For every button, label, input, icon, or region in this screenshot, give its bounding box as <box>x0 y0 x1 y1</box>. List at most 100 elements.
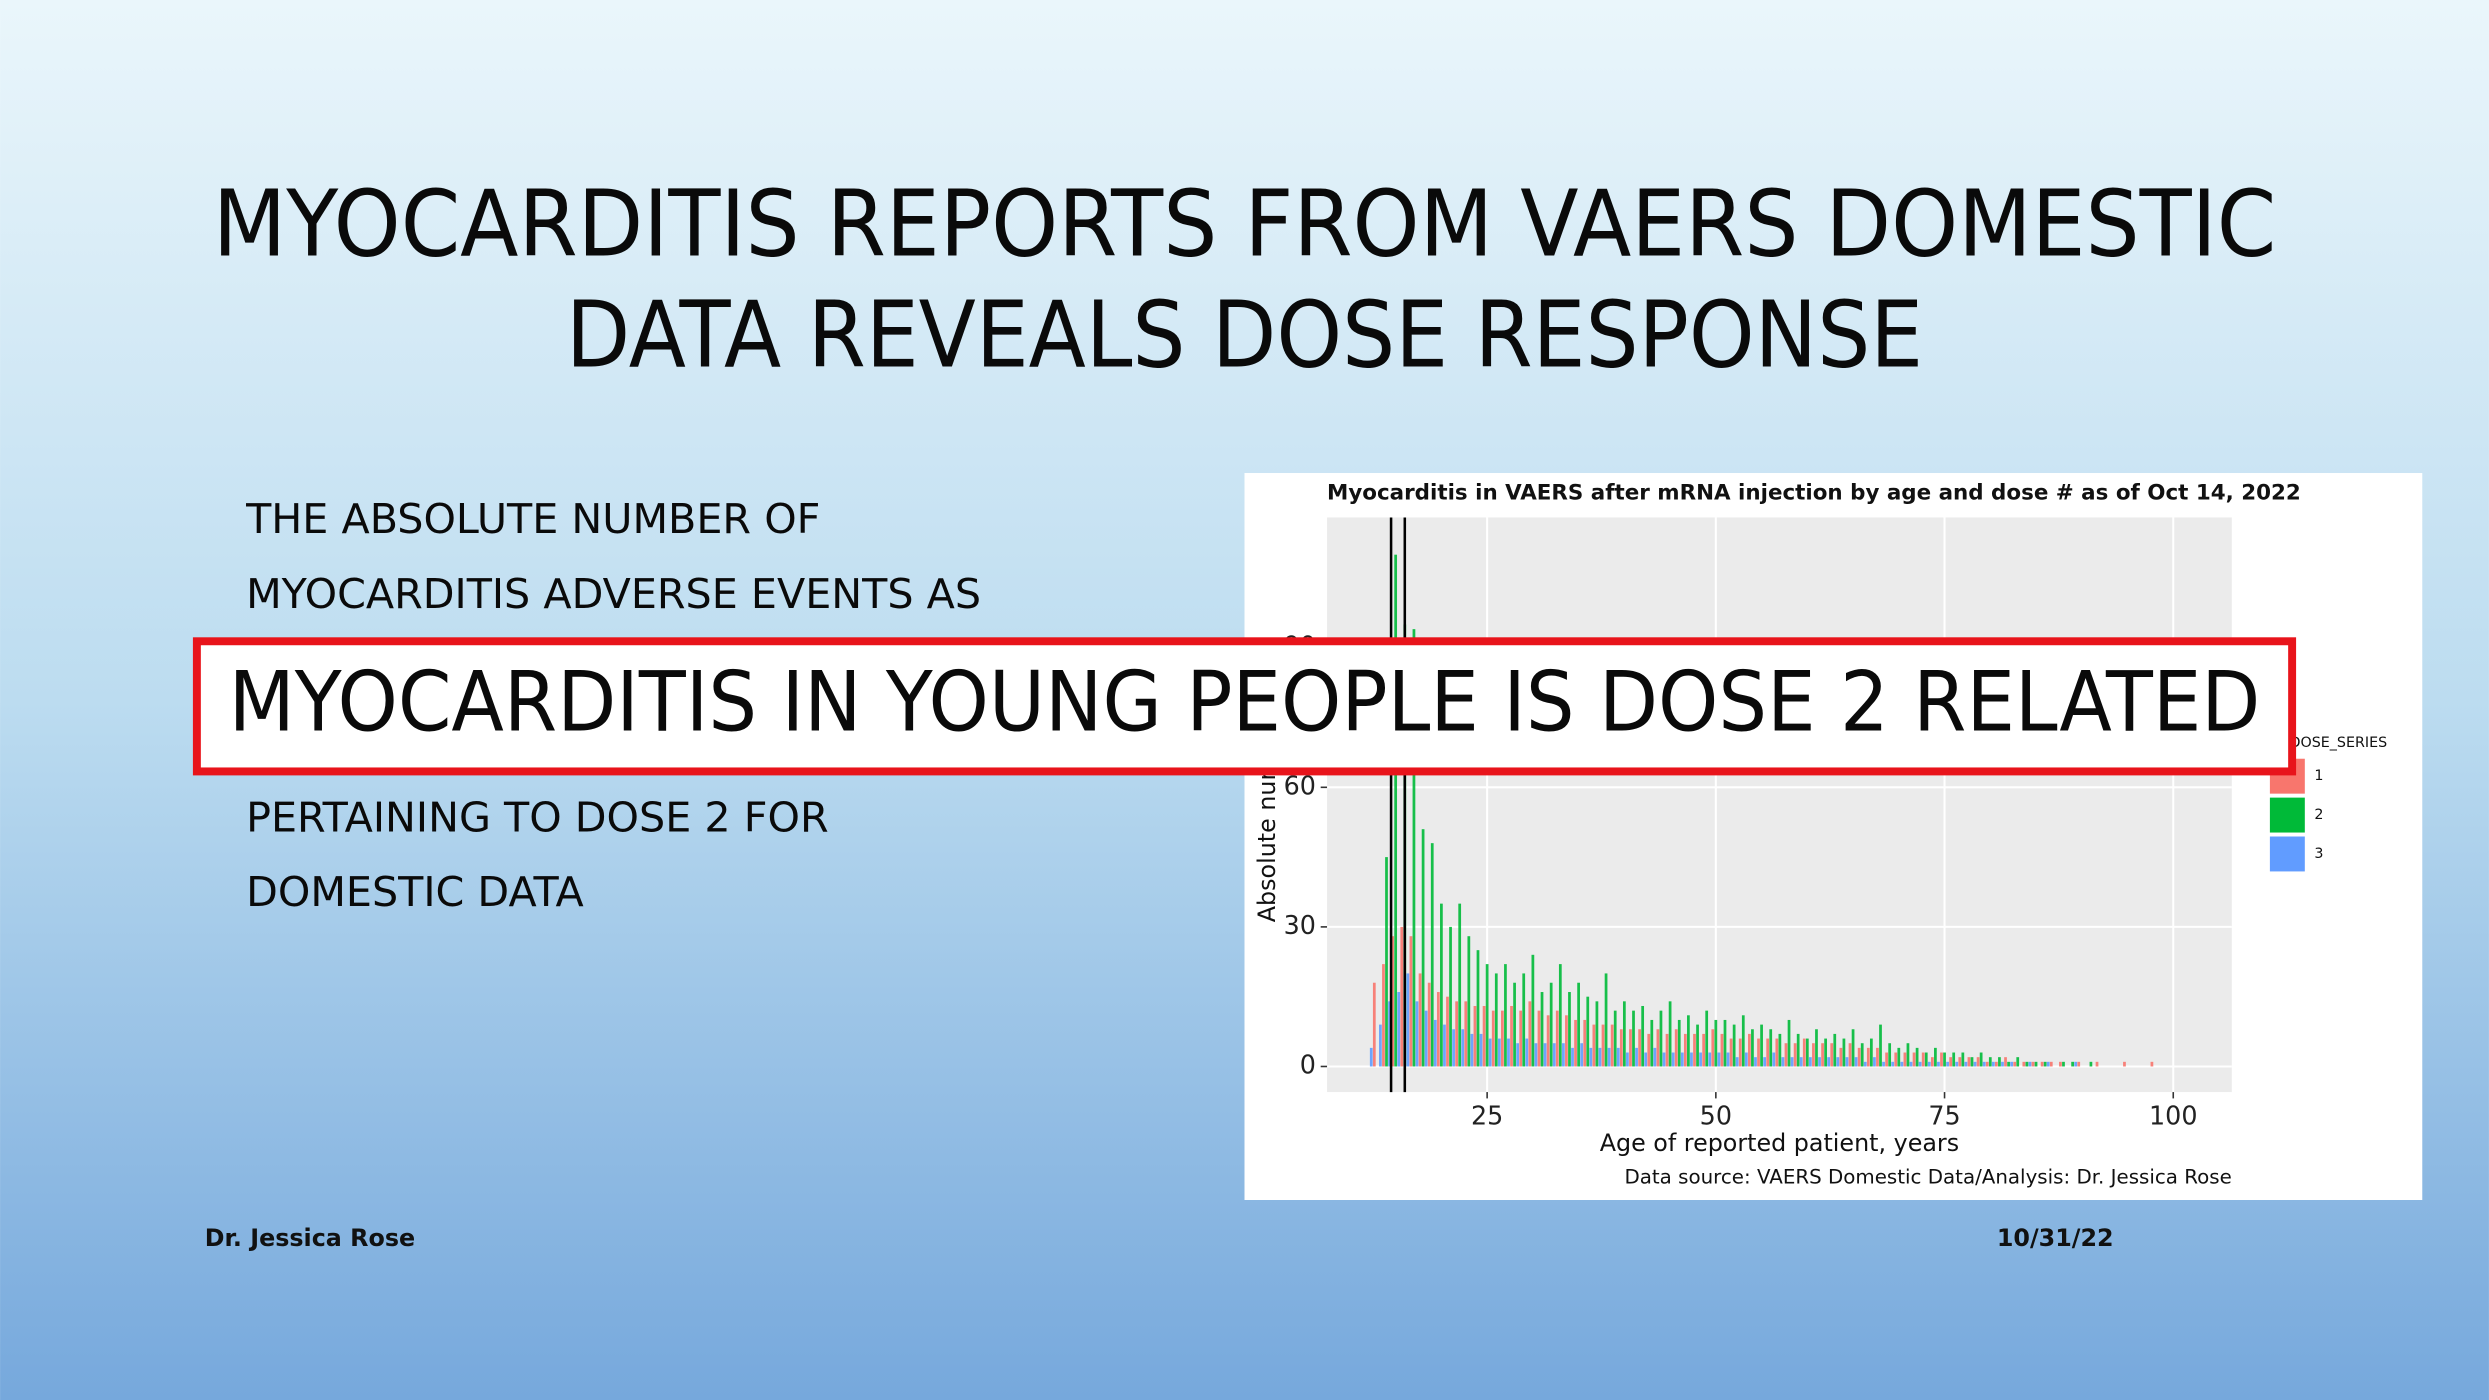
bar <box>1504 964 1507 1067</box>
bar <box>1476 950 1480 1067</box>
bar <box>1985 1061 1989 1067</box>
bar <box>1613 1010 1617 1067</box>
bar <box>1680 1052 1684 1067</box>
bar <box>1726 1052 1730 1067</box>
bar <box>2043 1061 2047 1067</box>
bar <box>1641 1005 1645 1067</box>
bar <box>1632 1010 1635 1067</box>
x-tick-label: 50 <box>1700 1100 1732 1130</box>
x-tick-label: 75 <box>1928 1100 1960 1130</box>
bar <box>1388 1001 1391 1067</box>
bar <box>1903 1052 1907 1067</box>
legend-label: 1 <box>2314 768 2323 784</box>
bar <box>1519 1010 1523 1067</box>
bar <box>1501 1010 1504 1067</box>
bar <box>1452 1029 1455 1067</box>
bar <box>1561 1043 1565 1067</box>
bar <box>1543 1043 1547 1067</box>
bar <box>1665 1033 1669 1067</box>
bar <box>1860 1043 1864 1067</box>
bar <box>1385 857 1388 1067</box>
bar <box>1446 996 1449 1067</box>
bar <box>1470 1033 1474 1067</box>
bar <box>1757 1038 1760 1067</box>
bar <box>1940 1052 1943 1067</box>
bar <box>2059 1061 2062 1067</box>
bar <box>2004 1057 2007 1067</box>
bar <box>1702 1033 1706 1067</box>
bar <box>1836 1057 1840 1067</box>
legend-swatch <box>2269 797 2305 833</box>
bar <box>1891 1061 1895 1067</box>
bar <box>1787 1019 1791 1067</box>
body-text: MYOCARDITIS ADVERSE EVENTS AS <box>246 570 981 618</box>
bar <box>2010 1061 2014 1067</box>
bar <box>1912 1052 1916 1067</box>
bar <box>1558 964 1562 1067</box>
bar <box>1821 1043 1824 1067</box>
bar <box>2025 1061 2029 1067</box>
bar <box>1711 1029 1715 1067</box>
bar <box>1629 1029 1632 1067</box>
bar <box>1964 1061 1968 1067</box>
bar <box>1525 1038 1529 1067</box>
bar <box>1723 1019 1727 1067</box>
bar <box>1924 1052 1928 1067</box>
bar <box>1958 1057 1962 1067</box>
bar <box>1565 1015 1568 1067</box>
bar <box>2123 1061 2126 1067</box>
bar <box>1394 554 1398 1067</box>
chart-title: Myocarditis in VAERS after mRNA injectio… <box>1327 481 2301 506</box>
body-text: PERTAINING TO DOSE 2 FOR <box>246 794 829 842</box>
bar <box>1604 973 1608 1067</box>
bar <box>1991 1061 1995 1067</box>
bar <box>1571 1047 1574 1067</box>
bar <box>1809 1057 1812 1067</box>
bar <box>1616 1047 1620 1067</box>
bar <box>1921 1052 1925 1067</box>
bar <box>1415 1001 1419 1067</box>
bar <box>1790 1057 1794 1067</box>
bar <box>1738 1038 1742 1067</box>
bar <box>1744 1052 1748 1067</box>
bar <box>1479 1033 1483 1067</box>
bar <box>1751 1029 1754 1067</box>
body-text: DOMESTIC DATA <box>246 868 584 916</box>
bar <box>2031 1061 2035 1067</box>
bar <box>1464 1001 1468 1067</box>
bar <box>1815 1029 1818 1067</box>
bar <box>2040 1061 2044 1067</box>
bar <box>1650 1019 1654 1067</box>
bar <box>1802 1038 1806 1067</box>
bar <box>1635 1047 1638 1067</box>
bar <box>2016 1057 2020 1067</box>
bar <box>1930 1057 1934 1067</box>
bar <box>1973 1061 1977 1067</box>
bar <box>1839 1047 1843 1067</box>
bar <box>1552 1043 1556 1067</box>
bar <box>1531 954 1535 1067</box>
bar <box>1619 1029 1623 1067</box>
bar <box>1595 1001 1599 1067</box>
bar <box>2046 1061 2050 1067</box>
bar <box>1397 992 1401 1067</box>
bar <box>1949 1057 1953 1067</box>
bar <box>1979 1052 1983 1067</box>
bar <box>1622 1001 1626 1067</box>
bar <box>1638 1029 1641 1067</box>
bar <box>1546 1015 1550 1067</box>
bar <box>1699 1052 1702 1067</box>
bar <box>1671 1052 1675 1067</box>
bar <box>1854 1057 1858 1067</box>
legend-label: 2 <box>2314 807 2323 823</box>
bar <box>1540 992 1544 1067</box>
plot-area <box>1327 517 2232 1093</box>
slide-title: MYOCARDITIS REPORTS FROM VAERS DOMESTIC <box>213 171 2276 278</box>
bar <box>1824 1038 1827 1067</box>
bar <box>1580 1043 1584 1067</box>
caption: Data source: VAERS Domestic Data/Analysi… <box>1625 1165 2232 1188</box>
bar <box>1778 1033 1782 1067</box>
bar <box>2013 1061 2017 1067</box>
bar <box>1461 1029 1465 1067</box>
